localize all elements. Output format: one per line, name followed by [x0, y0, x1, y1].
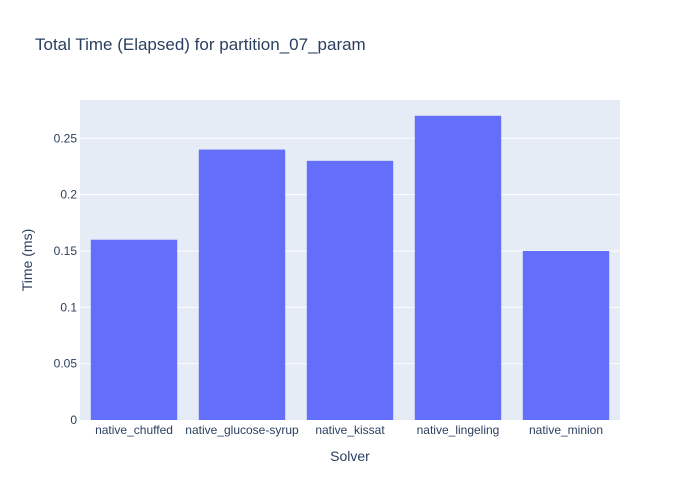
y-axis-ticks: 0 0.05 0.1 0.15 0.2 0.25	[54, 131, 78, 427]
chart-title: Total Time (Elapsed) for partition_07_pa…	[35, 35, 366, 54]
x-tick-label: native_chuffed	[95, 423, 173, 437]
y-tick-label: 0.05	[54, 357, 78, 371]
x-tick-label: native_minion	[529, 423, 603, 437]
y-tick-label: 0.15	[54, 244, 78, 258]
x-axis-ticks: native_chuffed native_glucose-syrup native…	[95, 423, 603, 437]
bar-native_minion	[522, 250, 610, 420]
y-axis-title: Time (ms)	[19, 229, 35, 291]
bar-native_lingeling	[414, 115, 502, 420]
y-tick-label: 0.1	[60, 300, 77, 314]
bars	[90, 115, 610, 421]
x-tick-label: native_glucose-syrup	[185, 423, 299, 437]
bar-native_glucose-syrup	[198, 149, 286, 421]
y-tick-label: 0	[70, 413, 77, 427]
y-tick-label: 0.25	[54, 131, 78, 145]
x-axis-title: Solver	[330, 448, 370, 464]
x-tick-label: native_kissat	[315, 423, 385, 437]
bar-native_kissat	[306, 160, 394, 420]
x-tick-label: native_lingeling	[417, 423, 500, 437]
bar-native_chuffed	[90, 239, 178, 420]
y-tick-label: 0.2	[60, 188, 77, 202]
